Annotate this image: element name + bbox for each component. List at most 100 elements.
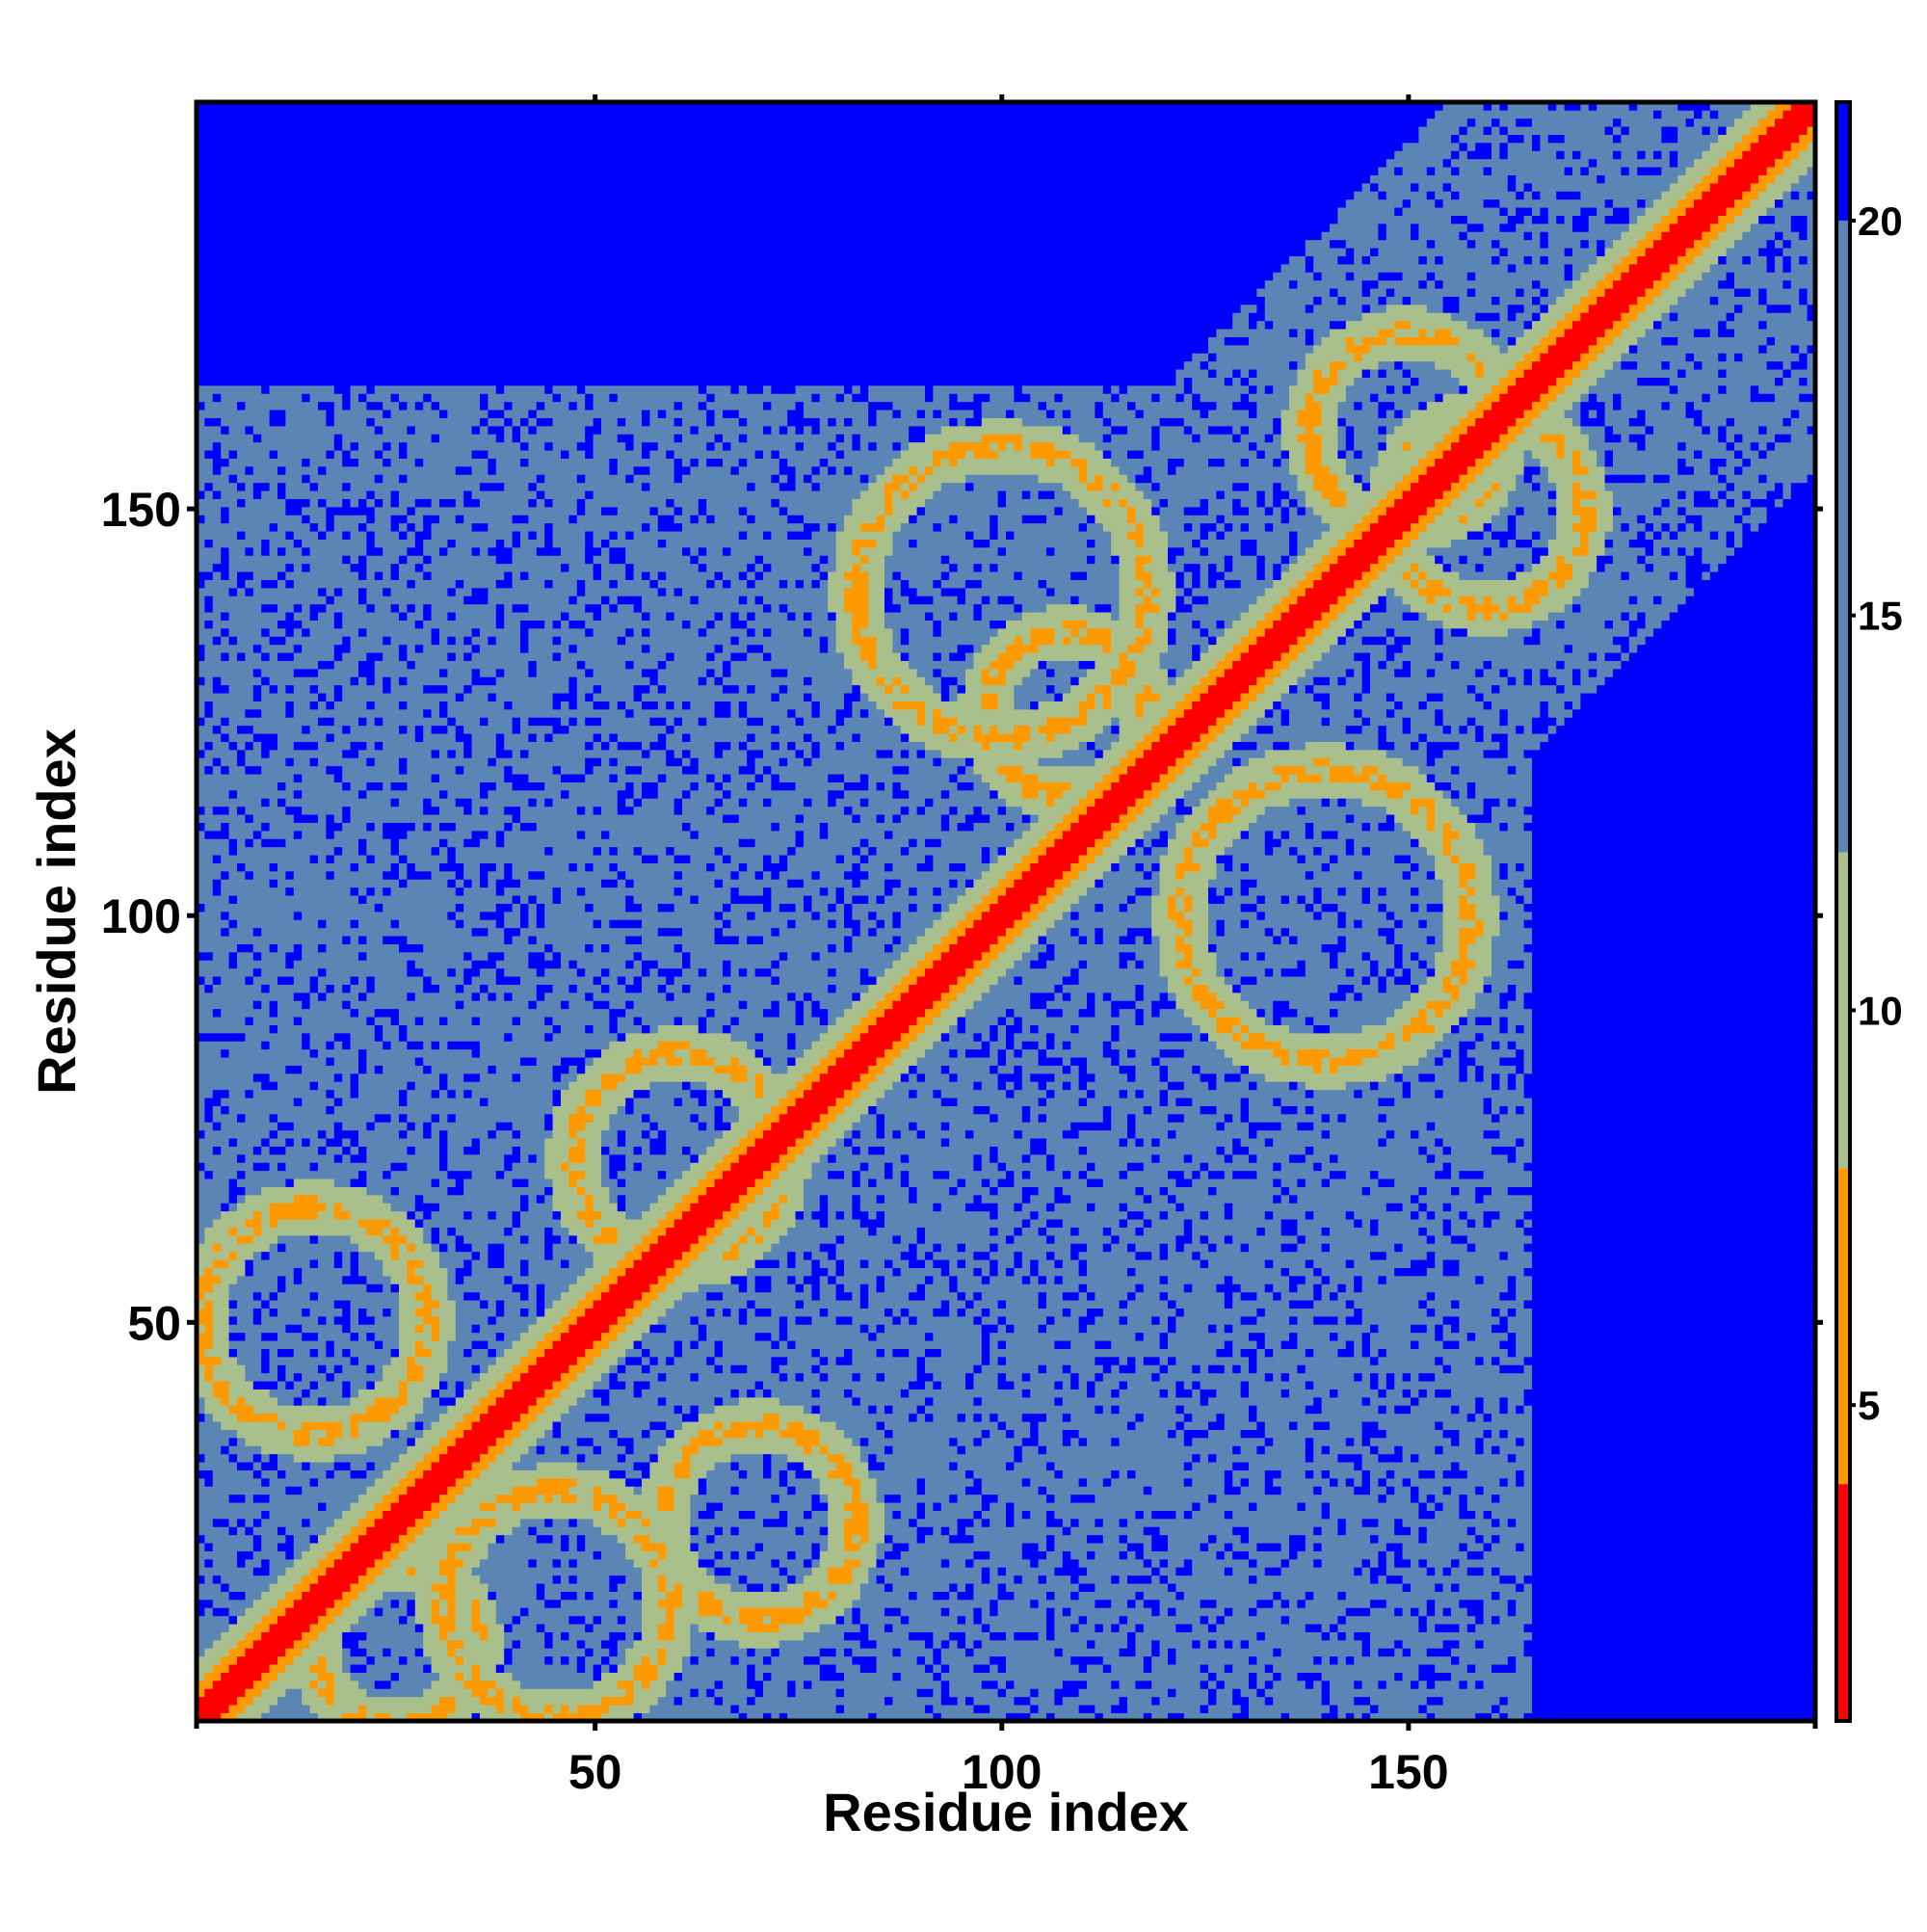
heatmap-cell	[375, 1171, 383, 1179]
heatmap-cell	[302, 669, 310, 677]
heatmap-cell	[229, 515, 238, 523]
heatmap-cell	[261, 1300, 270, 1309]
heatmap-cell	[270, 135, 278, 144]
heatmap-cell	[302, 1235, 310, 1244]
heatmap-cell	[270, 191, 278, 199]
heatmap-cell	[310, 685, 319, 694]
heatmap-cell	[302, 150, 310, 159]
heatmap-cell	[270, 1664, 278, 1673]
heatmap-cell	[221, 742, 229, 751]
heatmap-cell	[318, 1147, 327, 1155]
heatmap-cell	[285, 1681, 294, 1689]
heatmap-cell	[294, 337, 303, 346]
heatmap-cell	[270, 652, 278, 661]
heatmap-cell	[285, 1364, 294, 1373]
heatmap-cell	[318, 879, 327, 887]
heatmap-cell	[342, 321, 351, 330]
heatmap-cell	[310, 952, 319, 961]
heatmap-cell	[261, 1535, 270, 1544]
heatmap-cell	[213, 1697, 222, 1706]
heatmap-cell	[318, 887, 327, 896]
heatmap-cell	[294, 1138, 303, 1147]
heatmap-cell	[245, 459, 253, 467]
heatmap-cell	[326, 1268, 334, 1277]
heatmap-cell	[221, 564, 229, 572]
heatmap-cell	[334, 1389, 343, 1398]
heatmap-cell	[229, 1495, 238, 1503]
heatmap-cell	[294, 547, 303, 556]
heatmap-cell	[310, 1543, 319, 1551]
heatmap-cell	[310, 1316, 319, 1325]
heatmap-cell	[302, 216, 310, 225]
heatmap-cell	[261, 459, 270, 467]
heatmap-cell	[302, 329, 310, 337]
heatmap-cell	[261, 555, 270, 564]
heatmap-cell	[358, 1300, 367, 1309]
heatmap-cell	[253, 369, 262, 378]
heatmap-cell	[326, 661, 334, 670]
heatmap-cell	[221, 774, 229, 782]
heatmap-cell	[213, 426, 222, 435]
heatmap-cell	[334, 1648, 343, 1656]
heatmap-cell	[334, 1567, 343, 1575]
heatmap-cell	[351, 976, 359, 985]
heatmap-cell	[326, 1154, 334, 1163]
heatmap-cell	[229, 167, 238, 175]
heatmap-cell	[334, 887, 343, 896]
heatmap-cell	[358, 1000, 367, 1009]
heatmap-cell	[302, 385, 310, 394]
heatmap-cell	[318, 353, 327, 361]
heatmap-cell	[213, 992, 222, 1001]
heatmap-cell	[285, 1235, 294, 1244]
heatmap-cell	[294, 717, 303, 726]
heatmap-cell	[375, 1357, 383, 1365]
heatmap-cell	[285, 224, 294, 232]
heatmap-cell	[358, 442, 367, 451]
heatmap-cell	[351, 887, 359, 896]
heatmap-cell	[285, 564, 294, 572]
heatmap-cell	[229, 1162, 238, 1171]
heatmap-cell	[342, 1090, 351, 1098]
heatmap-cell	[351, 1033, 359, 1042]
heatmap-cell	[270, 1381, 278, 1389]
heatmap-cell	[261, 1138, 270, 1147]
heatmap-cell	[310, 159, 319, 168]
heatmap-cell	[302, 515, 310, 523]
heatmap-cell	[285, 952, 294, 961]
heatmap-cell	[245, 652, 253, 661]
heatmap-cell	[237, 838, 246, 847]
heatmap-cell	[358, 1147, 367, 1155]
heatmap-cell	[358, 1421, 367, 1430]
heatmap-cell	[375, 919, 383, 928]
heatmap-cell	[285, 595, 294, 604]
heatmap-cell	[366, 1057, 375, 1066]
heatmap-cell	[294, 895, 303, 904]
heatmap-cell	[310, 1090, 319, 1098]
heatmap-cell	[245, 515, 253, 523]
heatmap-cell	[294, 733, 303, 742]
heatmap-cell	[245, 1559, 253, 1568]
heatmap-cell	[213, 555, 222, 564]
heatmap-cell	[245, 450, 253, 459]
heatmap-cell	[310, 110, 319, 119]
heatmap-cell	[277, 863, 286, 872]
heatmap-cell	[253, 207, 262, 216]
heatmap-cell	[334, 669, 343, 677]
heatmap-cell	[375, 1632, 383, 1641]
heatmap-cell	[302, 1130, 310, 1139]
heatmap-cell	[302, 1114, 310, 1123]
heatmap-cell	[334, 1243, 343, 1252]
heatmap-cell	[221, 1583, 229, 1592]
heatmap-cell	[253, 143, 262, 151]
heatmap-cell	[213, 652, 222, 661]
heatmap-cell	[221, 378, 229, 386]
heatmap-cell	[294, 1187, 303, 1196]
heatmap-cell	[237, 814, 246, 823]
heatmap-cell	[285, 1073, 294, 1082]
heatmap-cell	[302, 1502, 310, 1511]
heatmap-cell	[342, 1462, 351, 1470]
heatmap-cell	[285, 1349, 294, 1358]
heatmap-cell	[261, 855, 270, 863]
heatmap-cell	[285, 676, 294, 685]
heatmap-cell	[310, 1098, 319, 1106]
